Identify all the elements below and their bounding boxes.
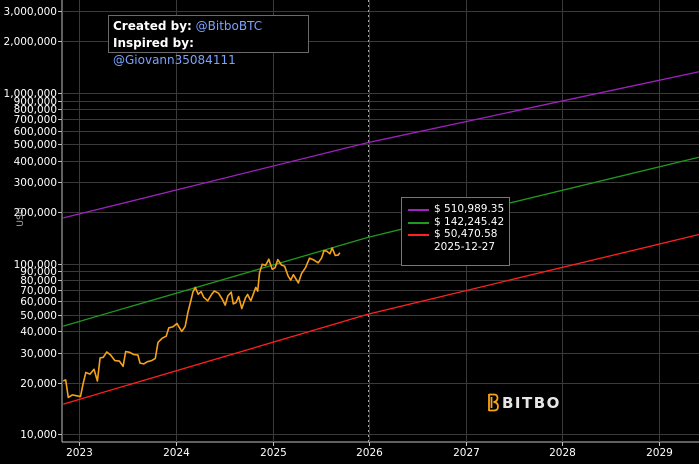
y-tick-label: 70,000: [20, 285, 57, 297]
y-tick-label: 500,000: [14, 139, 57, 151]
y-tick-label: 3,000,000: [4, 6, 57, 18]
y-axis-label: USD: [16, 207, 26, 226]
x-tick-label: 2024: [163, 447, 190, 459]
price-line: [62, 247, 341, 399]
middle-band-line: [63, 156, 699, 327]
crosshair-tooltip: $ 510,989.35 $ 142,245.42 $ 50,470.58 20…: [401, 197, 510, 266]
tooltip-date: 2025-12-27: [434, 240, 496, 253]
tooltip-row-middle: $ 142,245.42: [408, 215, 505, 229]
upper-band-line: [63, 71, 699, 219]
y-tick-label: 50,000: [20, 310, 57, 322]
y-tick-label: 60,000: [20, 296, 57, 308]
tooltip-row-top: $ 510,989.35: [408, 203, 505, 216]
y-tick-label: 300,000: [14, 177, 57, 189]
tooltip-swatch-bottom: [408, 234, 429, 236]
tooltip-row-bottom: $ 50,470.58: [408, 228, 503, 241]
y-tick-label: 700,000: [14, 114, 57, 126]
y-tick-label: 40,000: [20, 326, 57, 338]
tooltip-value-middle: $ 142,245.42: [434, 215, 505, 228]
y-tick-label: 600,000: [14, 126, 57, 138]
x-tick-label: 2028: [549, 447, 576, 459]
x-tick-label: 2023: [66, 447, 93, 459]
bitbo-b-icon: [488, 393, 499, 412]
x-tick-label: 2025: [260, 447, 287, 459]
created-by-link[interactable]: @BitboBTC: [195, 19, 263, 33]
y-tick-label: 800,000: [14, 104, 57, 116]
y-axis-ticks: 10,000 20,000 30,000 40,000 50,000 60,00070,0…: [4, 6, 62, 441]
inspired-by-row: Inspired by: @Giovann35084111: [113, 35, 304, 69]
tooltip-swatch-middle: [408, 221, 429, 224]
x-axis-ticks: 2023 2024 2025 2026 2027 2028 2029: [66, 442, 673, 459]
x-tick-label: 2029: [646, 447, 673, 459]
series-lines: [62, 71, 699, 405]
x-tick-label: 2026: [356, 447, 383, 459]
y-tick-label: 200,000: [14, 207, 57, 219]
y-tick-label: 20,000: [20, 378, 57, 390]
y-tick-label: 30,000: [20, 348, 57, 360]
tooltip-swatch-top: [408, 209, 429, 211]
credits-box: Created by: @BitboBTC Inspired by: @Giov…: [108, 15, 309, 67]
y-tick-label: 1,000,000: [4, 88, 57, 100]
tooltip-value-bottom: $ 50,470.58: [434, 228, 498, 240]
y-tick-label: 900,000: [14, 96, 57, 108]
inspired-by-link[interactable]: @Giovann35084111: [113, 53, 236, 67]
tooltip-value-top: $ 510,989.35: [434, 203, 505, 215]
y-tick-label: 90,000: [20, 266, 57, 278]
y-tick-label: 2,000,000: [4, 36, 57, 48]
bitbo-logo-text: BITBO: [502, 393, 561, 412]
y-tick-label: 100,000: [14, 259, 57, 271]
y-tick-label: 80,000: [20, 275, 57, 287]
created-by-row: Created by: @BitboBTC: [113, 18, 304, 35]
inspired-by-label: Inspired by:: [113, 36, 194, 50]
bitbo-logo: BITBO: [486, 393, 561, 412]
y-tick-label: 10,000: [20, 429, 57, 441]
x-tick-label: 2027: [453, 447, 480, 459]
y-tick-label: 400,000: [14, 156, 57, 168]
lower-band-line: [63, 233, 699, 405]
created-by-label: Created by:: [113, 19, 192, 33]
